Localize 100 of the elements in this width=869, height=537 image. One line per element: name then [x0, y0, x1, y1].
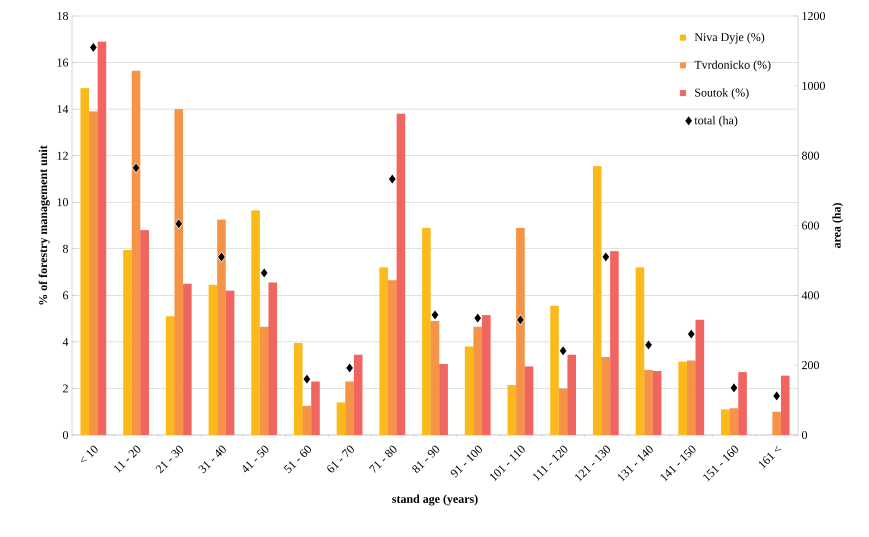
bar — [508, 384, 516, 435]
y-tick-label: 16 — [58, 58, 68, 67]
y-tick-label: 14 — [58, 105, 68, 114]
point — [602, 252, 610, 262]
bar — [780, 376, 790, 435]
x-tick-label: 131 - 140 — [618, 446, 653, 482]
bar — [644, 370, 653, 435]
bar — [558, 388, 568, 435]
bar — [464, 346, 474, 435]
legend-label: total (ha) — [694, 116, 738, 127]
bar — [430, 320, 440, 435]
bar — [311, 381, 320, 435]
bar — [686, 360, 696, 435]
point — [217, 252, 226, 262]
bar — [354, 354, 362, 435]
y-tick-label: 6 — [63, 291, 68, 300]
bar — [260, 326, 268, 435]
x-axis-title: stand age (years) — [392, 494, 478, 506]
bar — [396, 114, 406, 435]
point — [430, 310, 440, 320]
point — [559, 346, 568, 356]
y-tick-label: 4 — [62, 338, 68, 346]
y-tick-label: 12 — [58, 152, 68, 160]
bar — [721, 409, 730, 435]
bar — [80, 88, 90, 435]
x-tick-label: 81 - 90 — [412, 446, 440, 473]
x-tick-label: 21 - 30 — [156, 446, 184, 474]
bar — [217, 220, 226, 435]
bar — [226, 290, 234, 435]
bar — [208, 284, 218, 435]
x-tick-label: 31 - 40 — [198, 446, 226, 474]
x-tick-label: 161 < — [758, 445, 782, 469]
point — [346, 362, 354, 374]
bar — [592, 166, 602, 435]
bar — [482, 315, 491, 435]
bar — [183, 284, 192, 435]
bar — [439, 364, 448, 435]
bar — [89, 111, 98, 435]
bar — [636, 267, 644, 435]
y-axis-title: % of forestry management unit — [38, 145, 50, 305]
y2-tick-label: 0 — [802, 430, 808, 440]
bar — [379, 267, 388, 435]
x-tick-label: 71 - 80 — [368, 446, 397, 473]
bar — [524, 366, 534, 435]
point — [687, 328, 696, 340]
point — [132, 162, 140, 174]
y2-tick-label: 600 — [802, 221, 819, 230]
y-tick-label: 18 — [58, 12, 68, 20]
point — [772, 390, 781, 402]
x-tick-label: 141 - 150 — [660, 446, 696, 482]
x-tick-label: 61 - 70 — [327, 446, 354, 472]
x-tick-label: 91 - 100 — [450, 446, 482, 478]
bar — [550, 306, 559, 435]
bar — [516, 228, 525, 435]
bar — [473, 326, 482, 435]
bar — [738, 372, 747, 435]
bar — [772, 412, 781, 435]
point — [174, 218, 183, 230]
bar — [251, 210, 260, 435]
x-tick-label: < 10 — [81, 446, 98, 462]
bar — [98, 42, 106, 435]
x-tick-label: 11 - 20 — [114, 446, 140, 473]
bar — [678, 362, 687, 435]
y-tick-label: 2 — [63, 384, 68, 392]
bar — [567, 354, 576, 435]
y2-tick-label: 400 — [802, 291, 819, 300]
x-tick-label: 151 - 160 — [703, 446, 738, 482]
bar — [652, 370, 662, 435]
point — [302, 374, 311, 384]
bar — [123, 250, 132, 435]
point — [260, 268, 268, 278]
x-tick-label: 51 - 60 — [284, 446, 312, 474]
legend-label: Niva Dyje (%) — [694, 32, 764, 44]
bar — [132, 70, 140, 435]
bar — [422, 228, 431, 435]
point — [388, 174, 396, 184]
x-tick-label: 111 - 120 — [533, 446, 568, 481]
bar — [388, 280, 397, 435]
bar — [336, 402, 346, 435]
x-tick-label: 101 - 110 — [490, 446, 525, 482]
x-tick-label: 41 - 50 — [243, 446, 268, 472]
bar — [610, 251, 619, 435]
legend-label: Tvrdonicko (%) — [694, 60, 771, 72]
point — [516, 314, 524, 326]
bar — [174, 109, 184, 435]
y2-tick-label: 200 — [802, 361, 819, 370]
point — [474, 312, 482, 324]
x-tick-label: 121 - 130 — [575, 446, 610, 482]
bar — [345, 381, 354, 435]
y2-tick-label: 800 — [802, 152, 819, 160]
bar — [166, 316, 174, 435]
point — [730, 382, 738, 394]
bar — [140, 230, 149, 435]
bar — [730, 408, 738, 435]
y2-axis-title: area (ha) — [832, 203, 844, 248]
bar — [696, 320, 704, 435]
bar — [302, 406, 312, 435]
bar — [268, 282, 278, 435]
bar — [602, 357, 610, 435]
y-tick-label: 0 — [62, 430, 68, 440]
